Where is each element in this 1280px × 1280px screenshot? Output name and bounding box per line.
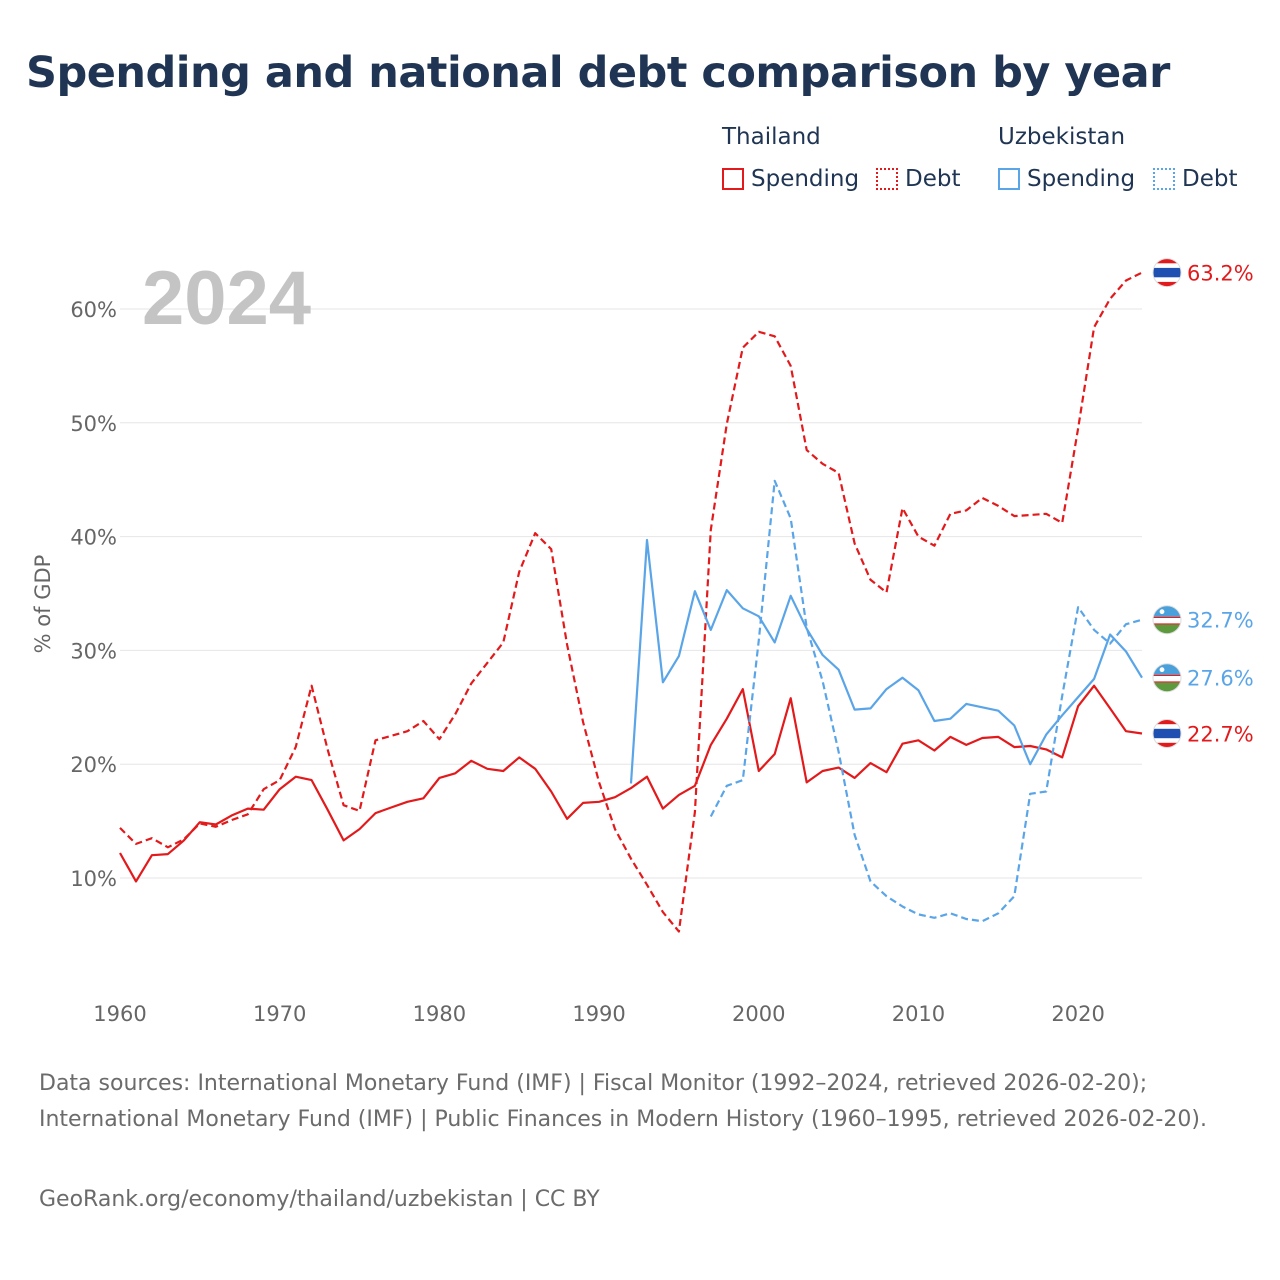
legend-swatch-dotted-red bbox=[876, 168, 898, 190]
thailand-flag-icon bbox=[1152, 719, 1182, 748]
series-line-thailand-debt[interactable] bbox=[119, 271, 1143, 933]
x-tick-label: 2000 bbox=[732, 1002, 785, 1026]
legend-label-thailand-debt: Debt bbox=[905, 166, 961, 192]
year-watermark: 2024 bbox=[142, 256, 311, 341]
legend-item-uzbekistan-spending[interactable]: Spending bbox=[998, 166, 1135, 192]
legend-swatch-solid-blue bbox=[998, 168, 1020, 190]
legend-item-thailand-debt[interactable]: Debt bbox=[876, 166, 960, 192]
y-tick-label: 10% bbox=[70, 867, 117, 891]
legend-swatch-solid-red bbox=[722, 168, 744, 190]
uzbekistan-flag-icon bbox=[1152, 663, 1182, 693]
y-tick-label: 50% bbox=[70, 412, 117, 436]
x-tick-label: 1960 bbox=[93, 1002, 146, 1026]
y-tick-label: 60% bbox=[70, 298, 117, 322]
legend-label-thailand-spending: Spending bbox=[751, 166, 860, 192]
y-tick-label: 30% bbox=[70, 639, 117, 663]
grid bbox=[120, 308, 1142, 879]
y-tick-label: 20% bbox=[70, 753, 117, 777]
axes: 10% 20% 30% 40% 50% 60% 1960 1970 1980 1990 2000 20… bbox=[70, 298, 1105, 1026]
legend-group-thailand: Thailand bbox=[722, 124, 821, 150]
uzbekistan-flag-icon bbox=[1152, 605, 1182, 635]
x-tick-label: 1970 bbox=[253, 1002, 306, 1026]
legend-label-uzbekistan-spending: Spending bbox=[1027, 166, 1136, 192]
x-tick-label: 1980 bbox=[413, 1002, 466, 1026]
end-value-label: 22.7% bbox=[1187, 722, 1254, 746]
series-line-thailand-spending[interactable] bbox=[119, 684, 1143, 883]
x-tick-label: 1990 bbox=[572, 1002, 625, 1026]
end-markers: 63.2% 32.7% 27.6% 22.7% bbox=[1152, 258, 1254, 748]
chart-title: Spending and national debt comparison by… bbox=[26, 48, 1170, 98]
credit-link[interactable]: GeoRank.org/economy/thailand/uzbekistan … bbox=[39, 1187, 600, 1212]
y-tick-label: 40% bbox=[70, 526, 117, 550]
legend-swatch-dotted-blue bbox=[1153, 168, 1175, 190]
legend-label-uzbekistan-debt: Debt bbox=[1182, 166, 1238, 192]
x-tick-label: 2020 bbox=[1051, 1002, 1104, 1026]
x-tick-label: 2010 bbox=[892, 1002, 945, 1026]
y-axis-title: % of GDP bbox=[31, 555, 55, 654]
end-value-label: 32.7% bbox=[1187, 609, 1254, 633]
thailand-flag-icon bbox=[1152, 258, 1182, 288]
line-chart: 2024 % of GDP 10% 20% 30% 40% 50% 60% 1960 1970… bbox=[31, 256, 1254, 1026]
series-line-uzbekistan-debt[interactable] bbox=[709, 479, 1143, 923]
legend-group-uzbekistan: Uzbekistan bbox=[998, 124, 1126, 150]
data-sources: Data sources: International Monetary Fun… bbox=[39, 1071, 1207, 1132]
end-value-label: 27.6% bbox=[1187, 667, 1254, 691]
legend-item-thailand-spending[interactable]: Spending bbox=[722, 166, 859, 192]
legend-item-uzbekistan-debt[interactable]: Debt bbox=[1153, 166, 1237, 192]
series bbox=[119, 271, 1143, 933]
end-value-label: 63.2% bbox=[1187, 262, 1254, 286]
